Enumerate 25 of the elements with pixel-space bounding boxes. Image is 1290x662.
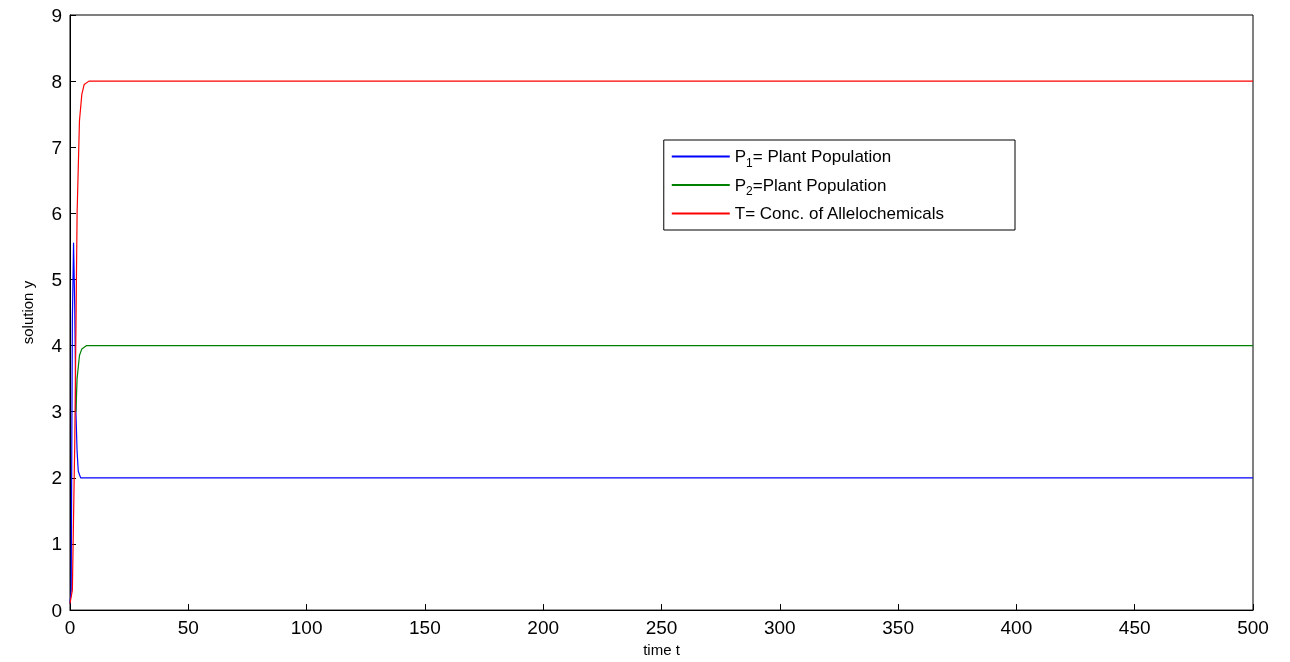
x-tick-label: 100 [290,617,323,639]
legend-label: T= Conc. of Allelochemicals [734,204,945,223]
x-tick-label: 50 [177,617,199,639]
x-axis-title: time t [643,641,681,658]
line-series [75,345,1254,413]
y-tick-label: 1 [51,533,62,555]
y-tick-label: 4 [51,335,63,357]
x-tick-label: 250 [645,617,678,639]
y-tick-label: 7 [51,136,62,158]
x-tick-label: 450 [1118,617,1151,639]
y-tick-label: 8 [51,70,62,92]
y-tick-label: 9 [51,4,62,26]
y-tick-label: 2 [51,467,62,489]
y-tick-label: 3 [51,401,62,423]
y-axis-title: solution y [19,280,36,345]
x-tick-label: 300 [763,617,796,639]
x-tick-label: 350 [882,617,914,639]
y-tick-label: 0 [51,599,62,621]
y-tick-label: 5 [51,268,62,290]
y-tick-label: 6 [51,202,62,224]
x-tick-label: 500 [1237,617,1269,639]
x-tick-label: 200 [527,617,560,639]
x-tick-label: 400 [1000,617,1033,639]
line-series [69,80,1254,605]
x-tick-label: 150 [409,617,441,639]
